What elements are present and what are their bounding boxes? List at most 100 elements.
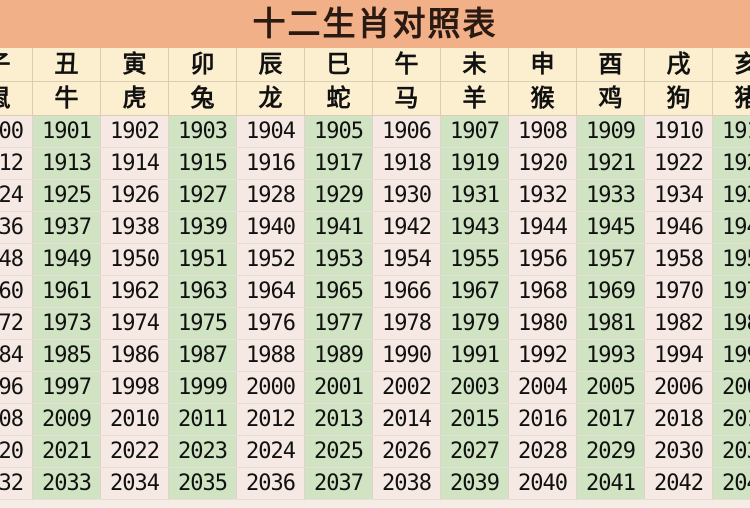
year-cell: 1970 <box>645 276 713 308</box>
year-cell: 1974 <box>101 308 169 340</box>
year-cell: 1923 <box>713 148 750 180</box>
year-cell: 2007 <box>713 372 750 404</box>
year-cell: 2002 <box>373 372 441 404</box>
header-branch: 午 <box>373 48 441 82</box>
year-cell: 2008 <box>0 404 33 436</box>
year-cell: 2031 <box>713 436 750 468</box>
year-cell: 2010 <box>101 404 169 436</box>
column-3: 卯兔 1903 1915 1927 1939 1951 1963 1975 1987 1999 20… <box>169 48 237 508</box>
year-cell: 1977 <box>305 308 373 340</box>
year-cell: 2042 <box>645 468 713 500</box>
year-cell: 1957 <box>577 244 645 276</box>
year-cell: 1975 <box>169 308 237 340</box>
header-branch: 酉 <box>577 48 645 82</box>
year-cell: 1921 <box>577 148 645 180</box>
year-cell: 1992 <box>509 340 577 372</box>
year-cell: 2004 <box>509 372 577 404</box>
year-cell: 1949 <box>33 244 101 276</box>
header-animal: 鸡 <box>577 82 645 116</box>
year-cell: 1971 <box>713 276 750 308</box>
year-cell: 1912 <box>0 148 33 180</box>
year-cell: 2028 <box>509 436 577 468</box>
year-cell: 1951 <box>169 244 237 276</box>
year-cell: 1926 <box>101 180 169 212</box>
year-cell: 1955 <box>441 244 509 276</box>
year-cell: 1937 <box>33 212 101 244</box>
header-branch: 卯 <box>169 48 237 82</box>
year-cell: 1939 <box>169 212 237 244</box>
year-cell: 1934 <box>645 180 713 212</box>
header-animal: 兔 <box>169 82 237 116</box>
zodiac-table: 子鼠19001912192419361948196019721984199620… <box>0 48 750 508</box>
year-cell: 1901 <box>33 116 101 148</box>
year-cell: 1956 <box>509 244 577 276</box>
year-cell: 1997 <box>33 372 101 404</box>
year-cell: 1919 <box>441 148 509 180</box>
year-cell: 1993 <box>577 340 645 372</box>
year-cell: 2009 <box>33 404 101 436</box>
year-cell: 1999 <box>169 372 237 404</box>
header-branch: 戌 <box>645 48 713 82</box>
year-cell: 1990 <box>373 340 441 372</box>
column-10: 戌狗 1910 1922 1934 1946 1958 1970 1982 1994 2006 20… <box>645 48 713 508</box>
column-0: 子鼠19001912192419361948196019721984199620… <box>0 48 33 508</box>
header-branch: 子 <box>0 48 33 82</box>
year-cell: 2001 <box>305 372 373 404</box>
year-cell: 2039 <box>441 468 509 500</box>
year-cell: 2012 <box>237 404 305 436</box>
year-cell: 1954 <box>373 244 441 276</box>
header-animal: 羊 <box>441 82 509 116</box>
year-cell: 1931 <box>441 180 509 212</box>
year-cell: 1991 <box>441 340 509 372</box>
year-cell: 1963 <box>169 276 237 308</box>
year-cell: 2027 <box>441 436 509 468</box>
year-cell: 1987 <box>169 340 237 372</box>
year-cell: 2018 <box>645 404 713 436</box>
year-cell: 1976 <box>237 308 305 340</box>
year-cell: 1913 <box>33 148 101 180</box>
year-cell: 1944 <box>509 212 577 244</box>
year-cell: 2024 <box>237 436 305 468</box>
year-cell: 1996 <box>0 372 33 404</box>
year-cell: 1928 <box>237 180 305 212</box>
year-cell: 1918 <box>373 148 441 180</box>
header-animal: 猪 <box>713 82 750 116</box>
header-branch: 未 <box>441 48 509 82</box>
year-cell: 1964 <box>237 276 305 308</box>
header-branch: 亥 <box>713 48 750 82</box>
year-cell: 2037 <box>305 468 373 500</box>
year-cell: 1960 <box>0 276 33 308</box>
year-cell: 1965 <box>305 276 373 308</box>
year-cell: 1925 <box>33 180 101 212</box>
year-cell: 2000 <box>237 372 305 404</box>
year-cell: 2021 <box>33 436 101 468</box>
year-cell: 2022 <box>101 436 169 468</box>
year-cell: 1902 <box>101 116 169 148</box>
year-cell: 1904 <box>237 116 305 148</box>
year-cell: 1900 <box>0 116 33 148</box>
year-cell: 1929 <box>305 180 373 212</box>
column-5: 巳蛇 1905 1917 1929 1941 1953 1965 1977 1989 2001 20… <box>305 48 373 508</box>
year-cell: 1922 <box>645 148 713 180</box>
header-branch: 申 <box>509 48 577 82</box>
year-cell: 2015 <box>441 404 509 436</box>
column-2: 寅虎 1902 1914 1926 1938 1950 1962 1974 1986 1998 20… <box>101 48 169 508</box>
year-cell: 1983 <box>713 308 750 340</box>
year-cell: 1972 <box>0 308 33 340</box>
header-animal: 马 <box>373 82 441 116</box>
year-cell: 1946 <box>645 212 713 244</box>
year-cell: 1966 <box>373 276 441 308</box>
year-cell: 1933 <box>577 180 645 212</box>
year-cell: 1980 <box>509 308 577 340</box>
column-1: 丑牛 1901 1913 1925 1937 1949 1961 1973 1985 1997 20… <box>33 48 101 508</box>
year-cell: 1948 <box>0 244 33 276</box>
year-cell: 2036 <box>237 468 305 500</box>
year-cell: 2030 <box>645 436 713 468</box>
year-cell: 1953 <box>305 244 373 276</box>
year-cell: 2011 <box>169 404 237 436</box>
year-cell: 1914 <box>101 148 169 180</box>
year-cell: 2033 <box>33 468 101 500</box>
year-cell: 1985 <box>33 340 101 372</box>
